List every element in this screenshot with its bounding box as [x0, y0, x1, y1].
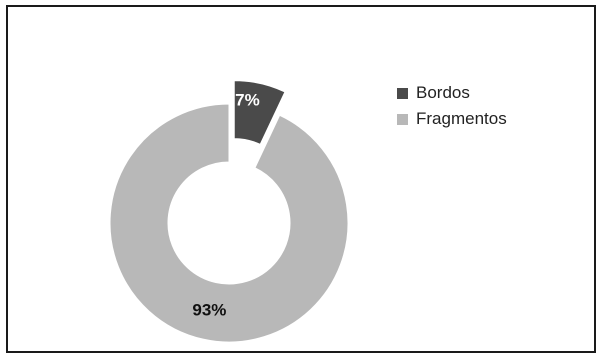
chart-legend: Bordos Fragmentos — [397, 80, 507, 132]
legend-item-bordos: Bordos — [397, 80, 507, 106]
slice-fragmentos — [109, 103, 349, 343]
legend-swatch-fragmentos — [397, 113, 408, 125]
legend-item-fragmentos: Fragmentos — [397, 106, 507, 132]
legend-swatch-bordos — [397, 87, 408, 99]
data-label-fragmentos: 93% — [192, 300, 226, 319]
legend-label-bordos: Bordos — [416, 83, 470, 102]
legend-label-fragmentos: Fragmentos — [416, 109, 507, 128]
data-label-bordos: 7% — [235, 90, 260, 109]
slice-bordos — [233, 80, 286, 146]
